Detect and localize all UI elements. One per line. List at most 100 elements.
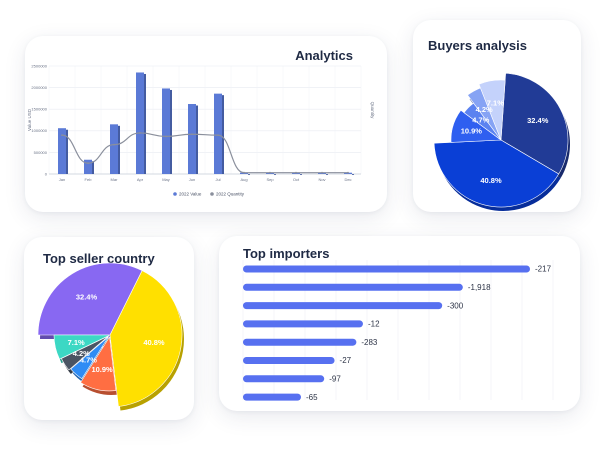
x-tick-label: Mar	[111, 177, 119, 182]
bar	[188, 104, 196, 174]
line-point	[61, 134, 63, 137]
importer-bar	[243, 357, 335, 364]
y-tick-label: 2500000	[31, 63, 47, 68]
x-tick-label: May	[162, 177, 170, 182]
pie-slice-label: 4.7%	[80, 355, 97, 364]
x-tick-label: Jan	[59, 177, 65, 182]
line-point	[113, 143, 115, 146]
pie-slice-label: 40.8%	[143, 338, 165, 347]
bar-side	[196, 105, 198, 174]
importer-bar	[243, 320, 363, 328]
pie-slice	[80, 336, 117, 392]
pie-slice	[478, 79, 506, 141]
legend-label: 2022 Quantity	[216, 192, 245, 197]
x-tick-label: Jun	[189, 177, 195, 182]
pie-slice-label: 7.1%	[68, 338, 85, 347]
analytics-title: Analytics	[295, 48, 353, 63]
pie-slice-label: 10.9%	[461, 127, 483, 136]
pie-slice	[53, 334, 111, 360]
importer-bar-label: -27	[340, 356, 352, 365]
bar	[214, 93, 222, 174]
x-tick-label: Jul	[215, 177, 220, 182]
importer-bar-label: -97	[329, 375, 341, 384]
analytics-card: Analytics 0 500000 1000000 1500000 2000000 25…	[25, 36, 387, 212]
importer-bar-label: -65	[306, 393, 318, 402]
bar	[84, 159, 92, 174]
line-point	[87, 162, 89, 165]
bar-side	[222, 95, 224, 174]
importer-bar	[243, 338, 357, 346]
pie-slice-label: 4.2%	[476, 105, 493, 114]
legend-marker	[210, 192, 214, 196]
pie-slice-label: 4.2%	[73, 349, 90, 358]
importer-bar	[243, 265, 530, 273]
bar	[162, 88, 170, 174]
x-tick-label: Oct	[293, 177, 300, 182]
y-tick-label: 1000000	[31, 128, 47, 133]
pie-slice	[500, 72, 569, 175]
bar-side	[170, 89, 172, 174]
bar-side	[300, 174, 302, 176]
bar-side	[274, 174, 276, 176]
bar-side	[352, 174, 354, 176]
top-importers-title: Top importers	[243, 246, 330, 261]
y-tick-label: 1500000	[31, 107, 47, 112]
importer-bar-label: -217	[535, 265, 552, 274]
x-tick-label: Nov	[318, 177, 325, 182]
legend-label: 2022 Value	[179, 192, 202, 197]
x-tick-label: Dec	[344, 177, 351, 182]
y-tick-label: 2000000	[31, 85, 47, 90]
x-tick-label: Sep	[266, 177, 274, 182]
importer-bar	[243, 393, 301, 401]
y-tick-label: 500000	[34, 150, 48, 155]
bar-side	[248, 174, 250, 176]
pie-slice-label: 10.9%	[91, 365, 113, 374]
importer-bar	[243, 283, 463, 291]
line-point	[269, 171, 271, 174]
line-point	[165, 135, 167, 138]
top-seller-country-pie: 32.4% 40.8% 10.9%4.7%4.2% 7.1%	[37, 262, 184, 411]
bar-side	[92, 161, 94, 174]
line-point	[191, 133, 193, 136]
pie-slice-label: 7.1%	[487, 99, 504, 108]
bar	[136, 72, 144, 174]
pie-slice	[109, 270, 183, 407]
importer-bar-label: -1,918	[468, 283, 491, 292]
bar-side	[144, 73, 146, 174]
importer-bar	[243, 302, 443, 310]
pie-slice	[450, 109, 502, 143]
line-point	[295, 171, 297, 174]
x-tick-label: Feb	[85, 177, 93, 182]
quantity-line	[61, 132, 348, 174]
bar	[58, 128, 66, 174]
y-tick-label: 0	[45, 171, 48, 176]
pie-slice-label: 40.8%	[480, 176, 502, 185]
line-point	[217, 134, 219, 137]
y2-axis-title: Quantity	[370, 102, 375, 120]
pie-slice	[70, 336, 109, 380]
bar	[110, 124, 118, 174]
pie-slice	[433, 139, 560, 208]
top-seller-country-title: Top seller country	[43, 251, 155, 266]
pie-slice	[37, 262, 143, 336]
pie-slice-label: 32.4%	[527, 116, 549, 125]
importer-bar-label: -12	[368, 320, 380, 329]
top-importers-chart: -217 -1,918 -300 -12 -283 -27 -97 -65	[242, 260, 554, 402]
buyers-analysis-title: Buyers analysis	[428, 38, 528, 53]
top-importers-card: Top importers -217 -1,918 -300 -12 -283 -27 -9…	[219, 236, 580, 411]
analytics-chart: 0 500000 1000000 1500000 2000000 2500000 Value…	[27, 63, 375, 197]
x-tick-label: Apr	[137, 177, 144, 182]
bar-side	[118, 125, 120, 174]
y-axis-title: Value USD	[27, 108, 32, 131]
buyers-analysis-pie: 32.4% 40.8% 10.9% 4.7%4.2%7.1%	[433, 72, 570, 211]
importer-bar	[243, 375, 325, 383]
x-tick-label: Aug	[240, 177, 247, 182]
top-seller-country-card: Top seller country 32.4% 40.8% 10.9% 4.7% 4.…	[24, 237, 194, 420]
line-point	[347, 171, 349, 174]
line-point	[321, 171, 323, 174]
importer-bar-label: -300	[447, 301, 464, 310]
bar-side	[326, 174, 328, 176]
pie-slice-label: 32.4%	[76, 293, 98, 302]
bar-side	[66, 129, 68, 174]
buyers-analysis-card: Buyers analysis 32.4% 40.8% 10.9% 4.7% 4.2% 7…	[413, 20, 581, 212]
